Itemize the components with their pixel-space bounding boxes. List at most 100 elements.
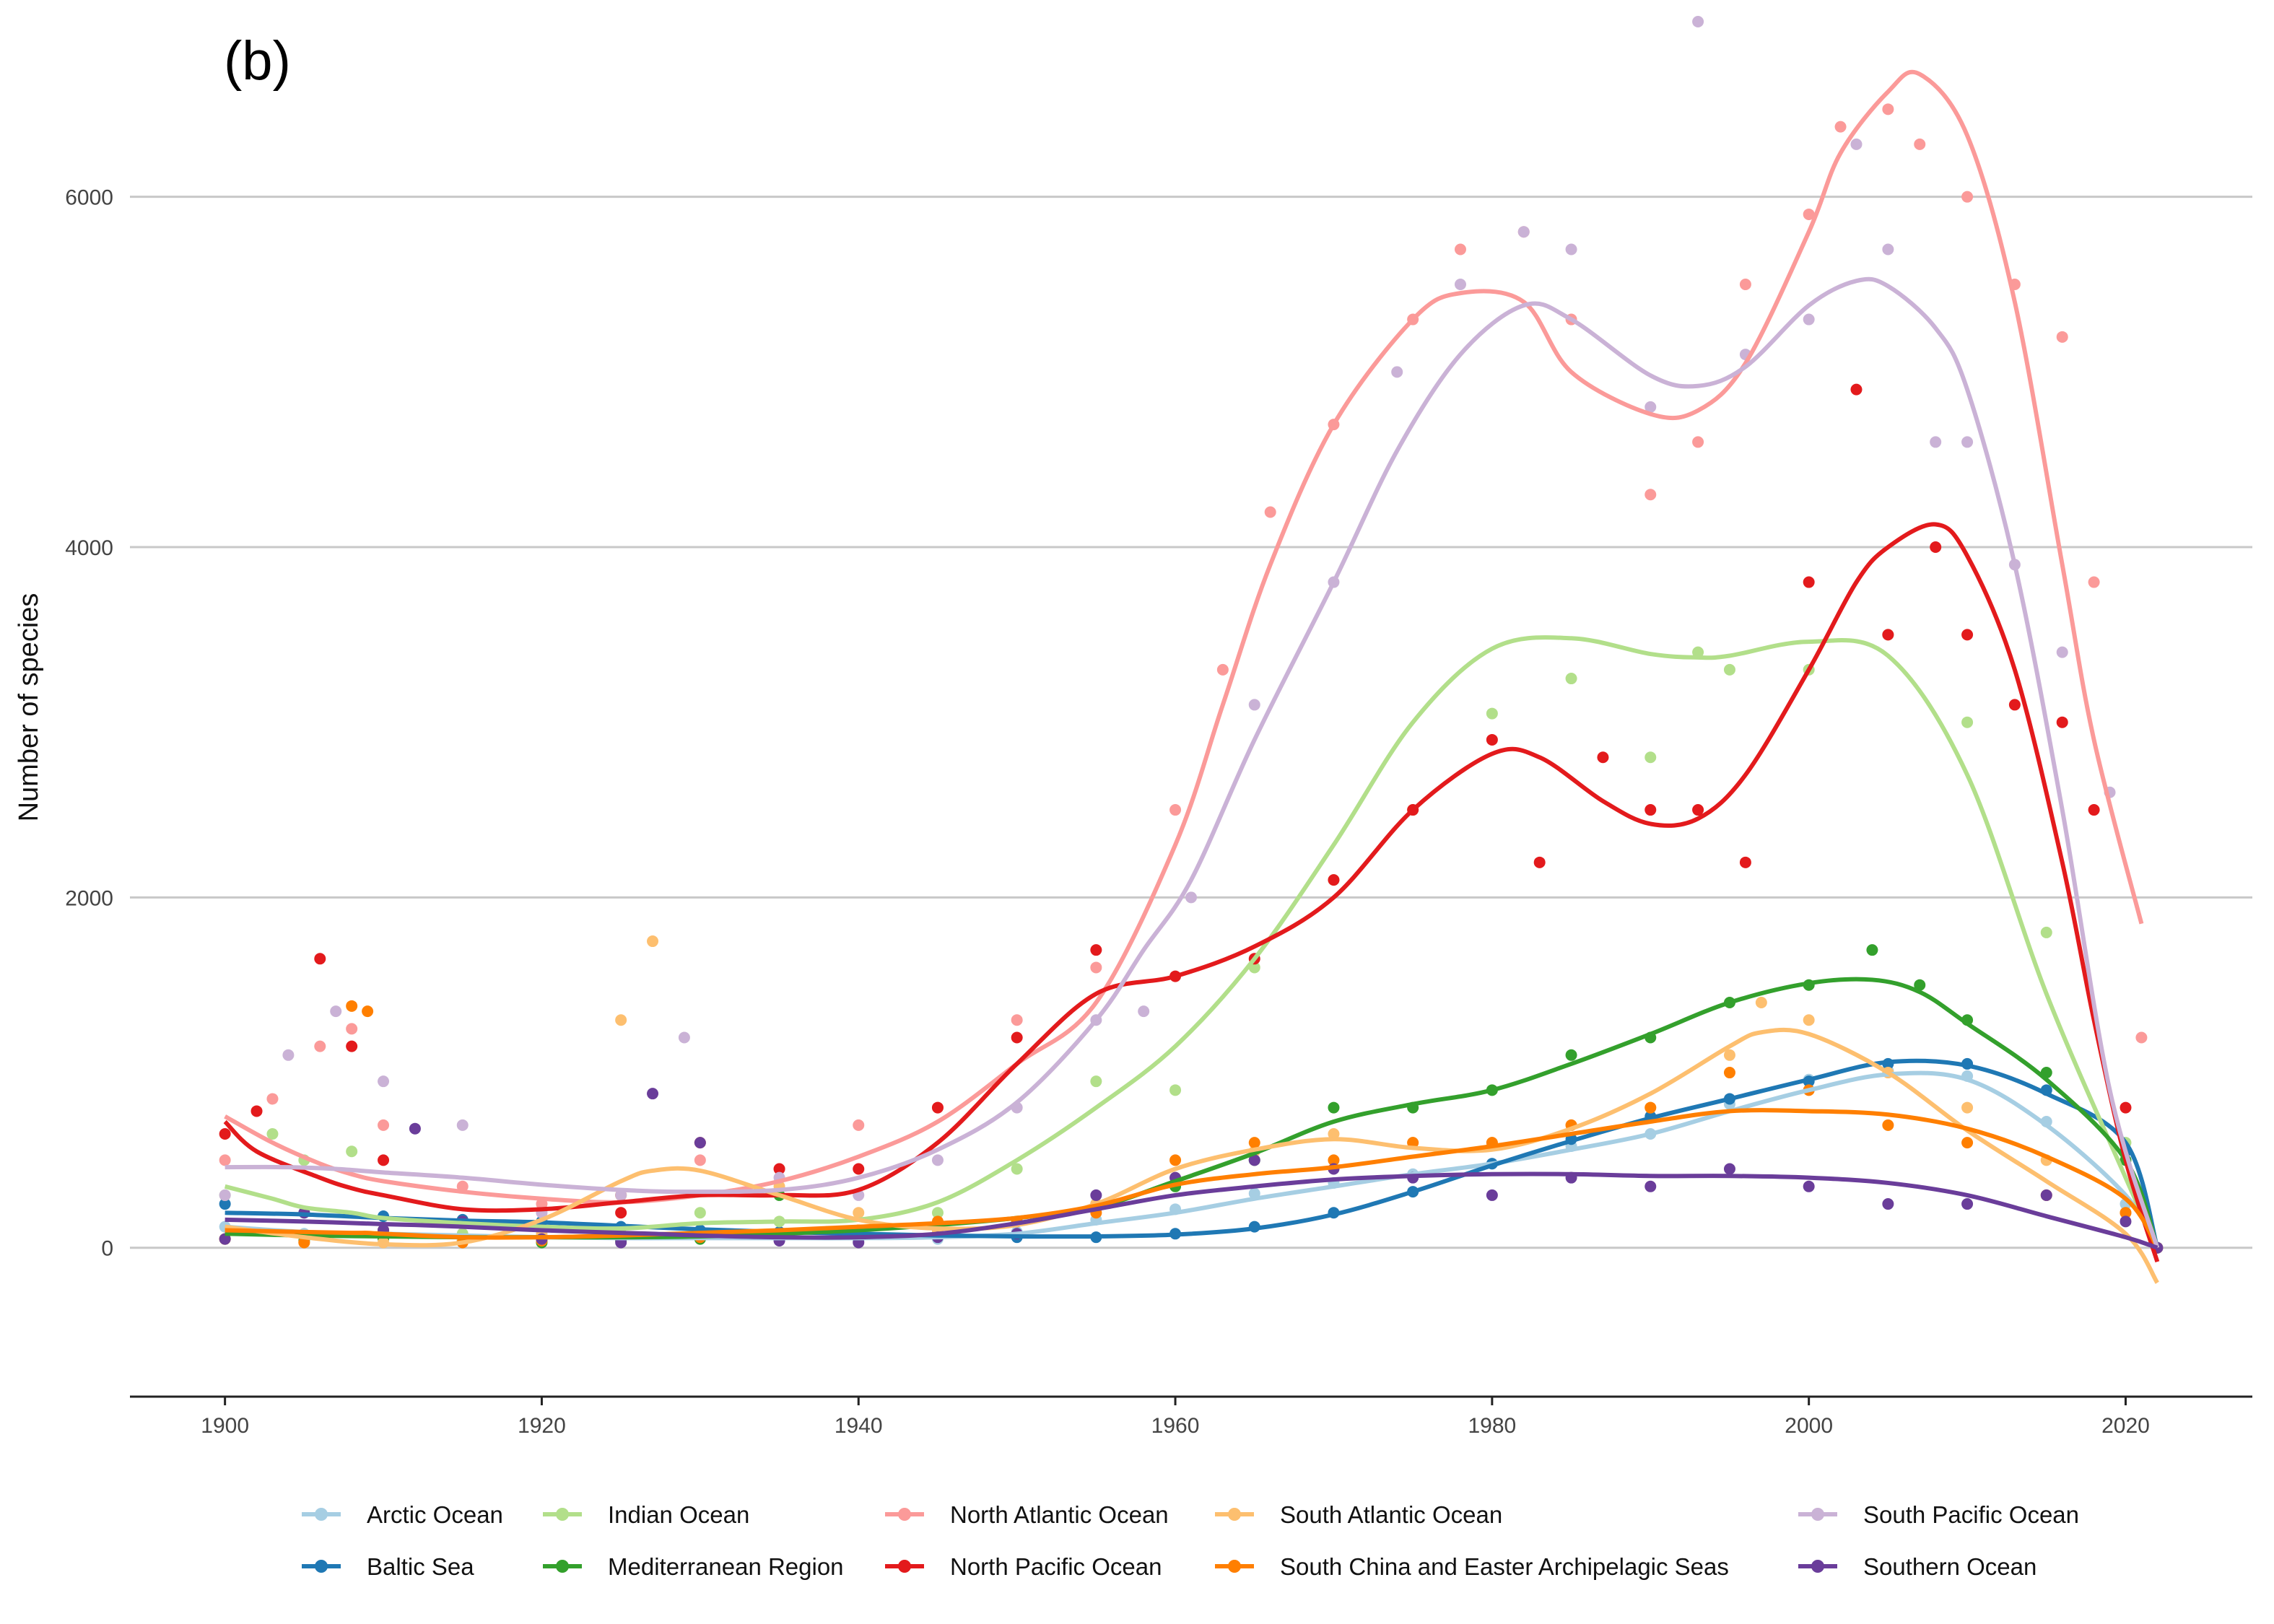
data-point <box>1882 1119 1894 1131</box>
data-point <box>694 1137 706 1149</box>
data-point <box>219 1198 231 1210</box>
data-point <box>773 1163 785 1175</box>
legend-label: Mediterranean Region <box>608 1553 844 1580</box>
data-point <box>1961 716 1974 728</box>
data-point <box>2120 1215 2132 1228</box>
data-point <box>2135 1031 2148 1044</box>
series-6 <box>219 935 2164 1254</box>
data-point <box>1914 138 1926 150</box>
data-point <box>314 953 326 965</box>
data-point <box>1961 1101 1974 1114</box>
data-point <box>1169 1154 1182 1166</box>
data-point <box>1803 1180 1815 1192</box>
data-point <box>1216 663 1229 676</box>
data-point <box>1597 751 1609 764</box>
x-tick-label: 1940 <box>835 1414 883 1438</box>
data-point <box>1565 673 1577 685</box>
data-point <box>1454 243 1466 256</box>
trend-line-2 <box>224 635 2160 1249</box>
series-2 <box>219 629 2164 1254</box>
x-tick-label: 1980 <box>1468 1414 1516 1438</box>
data-point <box>1739 856 1751 868</box>
data-point <box>1882 1198 1894 1210</box>
data-point <box>1090 961 1102 974</box>
data-point <box>1803 576 1815 588</box>
data-point <box>1248 1137 1260 1149</box>
data-point <box>1961 191 1974 203</box>
data-point <box>1486 707 1498 720</box>
data-point <box>219 1127 231 1140</box>
data-point <box>853 1119 865 1131</box>
x-tick-label: 1960 <box>1151 1414 1200 1438</box>
trend-line-1 <box>225 1058 2160 1249</box>
data-point <box>1486 733 1498 746</box>
data-point <box>1882 103 1894 115</box>
data-point <box>2088 576 2100 588</box>
data-point <box>456 1119 469 1131</box>
y-axis-title: Number of species <box>14 593 44 822</box>
data-point <box>314 1040 326 1052</box>
data-point <box>1328 1154 1340 1166</box>
data-point <box>282 1049 295 1061</box>
data-point <box>1692 646 1704 658</box>
data-point <box>1185 891 1197 904</box>
data-point <box>1882 243 1894 256</box>
data-point <box>615 1189 627 1201</box>
data-point <box>409 1122 421 1135</box>
panel-label: (b) <box>224 30 291 92</box>
data-point <box>1961 1137 1974 1149</box>
data-point <box>615 1014 627 1026</box>
data-point <box>1723 1049 1735 1061</box>
data-point <box>1803 208 1815 220</box>
data-point <box>2120 1101 2132 1114</box>
legend-item: South China and Easter Archipelagic Seas <box>1215 1553 1729 1580</box>
gridlines <box>130 196 2252 1249</box>
legend-label: Arctic Ocean <box>367 1501 503 1528</box>
legend-label: Southern Ocean <box>1863 1553 2036 1580</box>
y-tick-label: 0 <box>101 1237 113 1261</box>
series-7 <box>219 1000 2164 1254</box>
trend-line-6 <box>225 1027 2159 1284</box>
data-point <box>1644 751 1657 764</box>
data-point <box>1644 1101 1657 1114</box>
data-point <box>2056 716 2068 728</box>
data-point <box>2040 1189 2052 1201</box>
data-point <box>2040 926 2052 938</box>
data-point <box>378 1119 390 1131</box>
data-point <box>1090 1189 1102 1201</box>
legend-item: Indian Ocean <box>543 1501 749 1528</box>
data-point <box>219 1154 231 1166</box>
y-axis: 0 2000 4000 6000 <box>65 186 113 1261</box>
data-point <box>1565 1049 1577 1061</box>
legend-item: South Pacific Ocean <box>1798 1501 2079 1528</box>
data-point <box>378 1154 390 1166</box>
data-point <box>1090 944 1102 956</box>
data-point <box>1882 629 1894 641</box>
data-point <box>1803 313 1815 326</box>
legend-key-point <box>556 1560 569 1573</box>
data-point <box>1264 506 1276 518</box>
trend-line-9 <box>225 1171 2158 1250</box>
trend-line-4 <box>224 69 2144 1205</box>
data-point <box>330 1005 342 1018</box>
data-point <box>1248 1154 1260 1166</box>
legend-key-point <box>898 1508 911 1521</box>
data-point <box>1803 1014 1815 1026</box>
data-point <box>1644 401 1657 413</box>
plot-area <box>219 16 2164 1284</box>
legend-key-point <box>1811 1560 1824 1573</box>
data-point <box>1248 699 1260 711</box>
data-point <box>2056 646 2068 658</box>
data-point <box>536 1198 548 1210</box>
series-5 <box>219 383 2164 1254</box>
data-point <box>1961 1198 1974 1210</box>
data-point <box>1723 663 1735 676</box>
data-point <box>1930 541 1942 554</box>
data-point <box>615 1207 627 1219</box>
data-point <box>1533 856 1546 868</box>
data-point <box>251 1105 263 1117</box>
series-8 <box>219 16 2164 1254</box>
data-point <box>647 935 659 948</box>
data-point <box>1961 629 1974 641</box>
legend-label: Baltic Sea <box>367 1553 474 1580</box>
